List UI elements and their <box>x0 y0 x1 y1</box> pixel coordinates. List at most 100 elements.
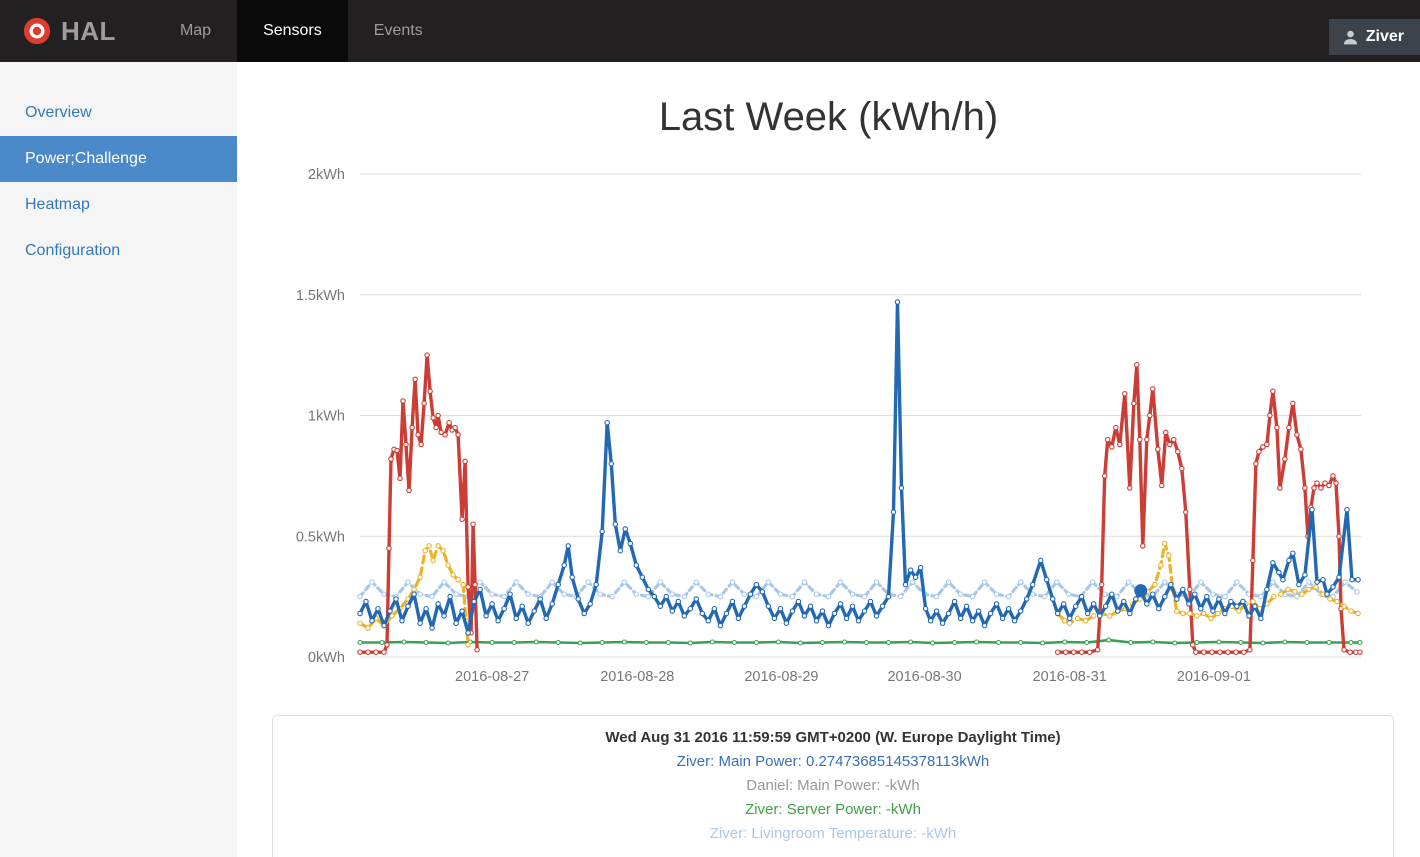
data-point-marker <box>612 521 619 527</box>
data-point-marker <box>1298 446 1304 453</box>
y-axis-label: 2kWh <box>308 167 345 183</box>
data-point-marker <box>1234 579 1240 585</box>
line-chart[interactable]: 0kWh 0.5kWh 1kWh 1.5kWh 2kWh 2016-08-27 2016-0… <box>237 149 1420 709</box>
data-point-marker <box>1313 584 1319 590</box>
nav-item-events[interactable]: Events <box>373 22 423 39</box>
data-point-marker <box>974 639 980 645</box>
data-point-marker <box>369 579 375 585</box>
data-point-marker <box>1109 591 1115 597</box>
data-point-marker <box>1326 482 1332 489</box>
data-point-marker <box>1113 424 1119 431</box>
data-point-marker <box>909 579 916 585</box>
data-point-marker <box>1131 400 1137 407</box>
data-point-marker <box>759 589 766 595</box>
data-point-marker <box>1101 473 1108 479</box>
legend-entry-ziver-livingroom-temperature: Ziver: Livingroom Temperature: -kWh <box>709 825 957 842</box>
data-point-marker <box>645 586 652 593</box>
data-point-marker <box>898 485 905 491</box>
legend-entry-ziver-main-power: Ziver: Main Power: 0.27473685145378113kW… <box>676 753 990 770</box>
data-point-marker <box>1210 591 1216 597</box>
data-point-marker <box>807 603 814 610</box>
data-point-marker <box>1314 579 1320 585</box>
legend-entry-daniel-main-power: Daniel: Main Power: -kWh <box>746 777 920 794</box>
data-point-marker <box>861 608 868 614</box>
data-point-marker <box>1354 589 1360 595</box>
data-point-marker <box>1302 572 1308 578</box>
data-point-marker <box>1190 642 1196 648</box>
target-logo-icon <box>23 17 51 45</box>
data-point-marker <box>801 579 808 585</box>
nav-item-sensors[interactable]: Sensors <box>237 0 348 62</box>
data-point-marker <box>1292 589 1298 595</box>
data-point-marker <box>501 605 507 612</box>
user-menu[interactable]: Ziver <box>1328 19 1420 55</box>
data-point-marker <box>435 601 441 607</box>
data-point-marker <box>1217 649 1223 655</box>
data-point-marker <box>1342 579 1348 585</box>
data-point-marker <box>1204 593 1210 600</box>
data-point-marker <box>513 579 519 585</box>
data-point-marker <box>450 572 456 578</box>
data-point-marker <box>1236 608 1242 614</box>
data-point-marker <box>1066 620 1073 626</box>
data-point-marker <box>643 639 649 646</box>
legend-box: Wed Aug 31 2016 11:59:59 GMT+0200 (W. Eu… <box>272 715 1394 857</box>
data-point-marker <box>622 526 629 532</box>
data-point-marker <box>421 400 427 407</box>
sidebar-item-overview[interactable]: Overview <box>25 104 92 121</box>
data-point-marker <box>669 608 676 614</box>
data-point-marker <box>379 639 385 646</box>
data-point-marker <box>795 598 802 605</box>
data-point-marker <box>1309 506 1315 513</box>
main-nav: Map Sensors Events <box>154 0 449 62</box>
data-point-marker <box>401 639 407 645</box>
data-point-marker <box>753 593 760 600</box>
data-point-marker <box>1017 608 1024 614</box>
brand[interactable]: HAL <box>0 0 140 62</box>
data-point-marker <box>927 618 934 624</box>
data-point-marker <box>1126 579 1132 585</box>
data-point-marker <box>813 591 820 597</box>
sidebar-item-heatmap[interactable]: Heatmap <box>25 196 90 213</box>
data-point-marker <box>837 579 844 585</box>
nav-item-map[interactable]: Map <box>179 22 212 39</box>
data-point-marker <box>1336 533 1342 540</box>
data-point-marker <box>627 540 634 547</box>
data-point-marker <box>753 639 759 646</box>
data-point-marker <box>681 613 688 619</box>
data-point-marker <box>693 579 700 585</box>
data-point-marker <box>1198 579 1204 585</box>
data-point-marker <box>1294 432 1300 438</box>
chart-canvas[interactable]: 0kWh 0.5kWh 1kWh 1.5kWh 2kWh 2016-08-27 2016-0… <box>237 149 1420 709</box>
data-point-marker <box>608 461 615 467</box>
data-point-marker <box>357 649 363 655</box>
selected-point[interactable] <box>1134 584 1148 598</box>
data-point-marker <box>621 639 627 645</box>
data-point-marker <box>1209 649 1215 655</box>
data-point-marker <box>1193 649 1199 655</box>
data-point-marker <box>1290 550 1296 556</box>
sidebar: Overview Power;Challenge Heatmap Configu… <box>0 62 237 857</box>
data-point-marker <box>657 603 664 610</box>
data-point-marker <box>417 574 423 581</box>
data-point-marker <box>597 591 603 597</box>
data-point-marker <box>1215 610 1221 617</box>
data-point-marker <box>375 605 381 612</box>
data-point-marker <box>555 639 561 646</box>
data-point-marker <box>1106 613 1113 619</box>
top-navbar: HAL Map Sensors Events Ziver <box>0 0 1420 62</box>
data-point-marker <box>1174 608 1180 614</box>
data-point-marker <box>1133 596 1139 602</box>
data-point-marker <box>843 615 850 622</box>
data-point-marker <box>711 605 718 612</box>
y-axis-label: 0.5kWh <box>296 529 345 545</box>
data-point-marker <box>474 647 480 653</box>
data-point-marker <box>455 576 461 583</box>
data-point-marker <box>789 608 796 614</box>
sidebar-item-power-challenge[interactable]: Power;Challenge <box>0 136 237 182</box>
y-axis-label: 1kWh <box>308 409 345 425</box>
data-point-marker <box>373 649 379 655</box>
data-point-marker <box>1355 576 1361 583</box>
sidebar-item-configuration[interactable]: Configuration <box>25 242 121 259</box>
data-point-marker <box>1234 603 1240 610</box>
